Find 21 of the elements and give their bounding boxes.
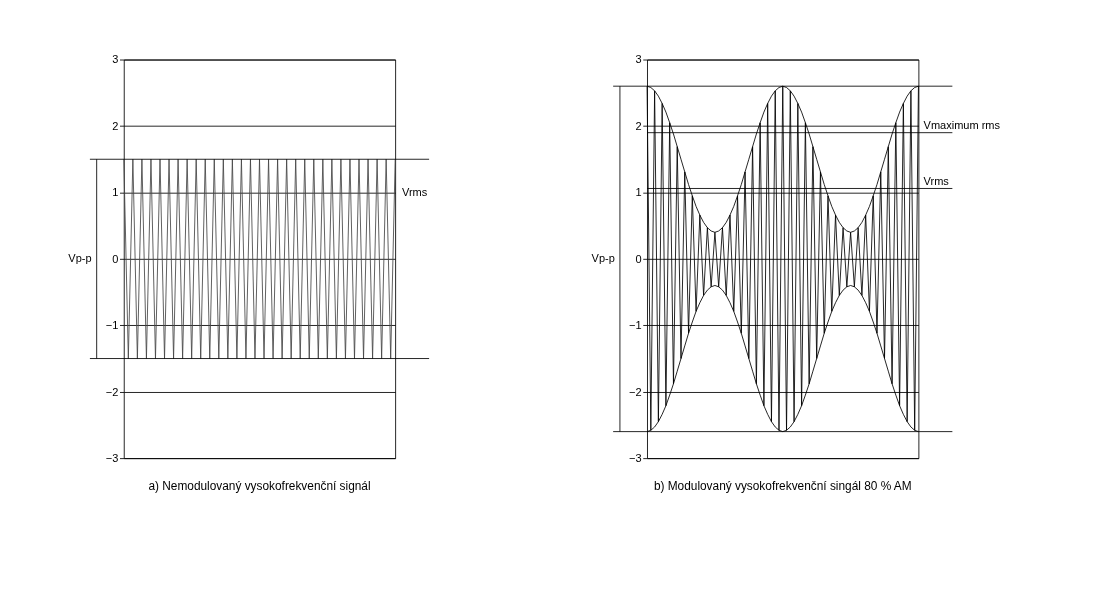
ref-line-label: Vmaximum rms: [923, 119, 1001, 132]
ref-line-label: Vrms: [923, 175, 950, 188]
text: b) Modulovaný vysokofrekvenční singál 80 % AM: [653, 479, 912, 494]
y-tick-label: −3: [105, 452, 119, 465]
y-tick-label: −2: [629, 385, 642, 398]
text: Vp-p: [68, 252, 92, 265]
text: a) Nemodulovaný vysokofrekvenční signál: [148, 479, 371, 494]
text: Vp-p: [591, 252, 615, 265]
y-tick-label: 2: [112, 119, 119, 132]
y-tick-label: −1: [629, 319, 642, 332]
y-tick-label: 3: [112, 53, 119, 66]
y-tick-label: 1: [635, 186, 642, 199]
text: Vrms: [401, 185, 428, 198]
y-tick-label: −2: [105, 385, 119, 398]
y-tick-label: 0: [112, 252, 119, 265]
y-tick-label: 2: [635, 119, 642, 132]
y-tick-label: −3: [629, 452, 642, 465]
y-tick-label: 1: [112, 186, 119, 199]
y-tick-label: 0: [635, 252, 642, 265]
y-tick-label: 3: [635, 53, 642, 66]
y-tick-label: −1: [105, 319, 119, 332]
